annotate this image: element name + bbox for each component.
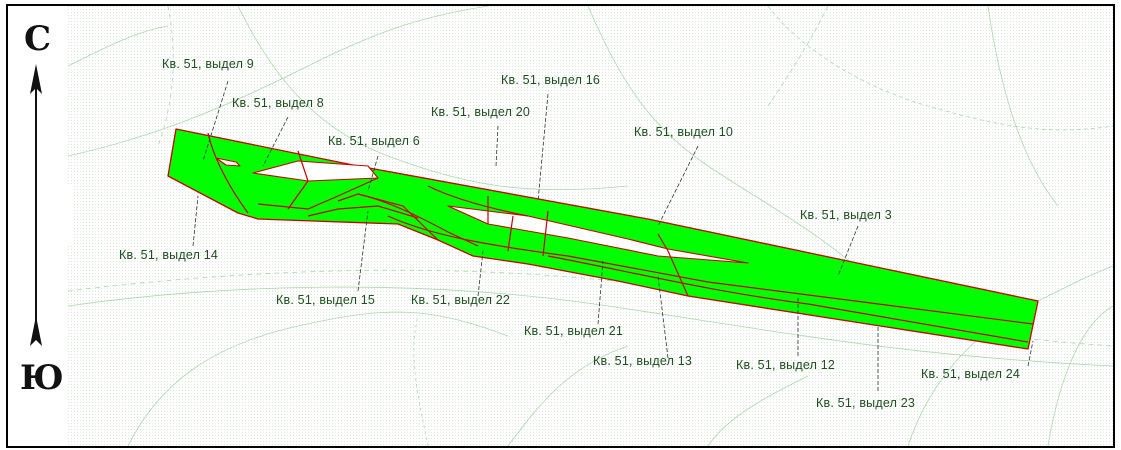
inner-island-west — [252, 160, 379, 182]
compass-arrow — [30, 64, 42, 346]
parcel-label: Кв. 51, выдел 10 — [634, 125, 734, 139]
forest-map — [30, 6, 1113, 446]
inner-island-east — [447, 205, 749, 264]
parcel-label: Кв. 51, выдел 22 — [411, 293, 511, 307]
parcel-label: Кв. 51, выдел 12 — [736, 358, 836, 372]
parcel-label: Кв. 51, выдел 24 — [921, 367, 1021, 381]
parcel-label: Кв. 51, выдел 8 — [232, 96, 324, 110]
parcel-label: Кв. 51, выдел 23 — [816, 396, 916, 410]
compass-north-label: С — [24, 19, 52, 59]
parcel-label: Кв. 51, выдел 16 — [501, 73, 601, 87]
parcel-label: Кв. 51, выдел 13 — [593, 354, 693, 368]
forest-parcels — [167, 128, 1039, 350]
parcel-label: Кв. 51, выдел 21 — [524, 324, 624, 338]
map-frame: С Ю Кв. 51, выдел 9 Кв. 51, выдел 8 Кв. … — [6, 4, 1115, 448]
inner-island-small — [215, 157, 241, 167]
parcel-label: Кв. 51, выдел 14 — [119, 248, 219, 262]
parcel-label: Кв. 51, выдел 15 — [276, 293, 376, 307]
parcel-label: Кв. 51, выдел 6 — [328, 134, 420, 148]
label-leaders — [192, 80, 1034, 391]
parcel-divisions — [207, 132, 1034, 343]
parcel-label: Кв. 51, выдел 9 — [162, 57, 254, 71]
parcel-label: Кв. 51, выдел 3 — [800, 208, 892, 222]
compass-south-label: Ю — [20, 358, 64, 398]
parcel-label: Кв. 51, выдел 20 — [431, 105, 531, 119]
